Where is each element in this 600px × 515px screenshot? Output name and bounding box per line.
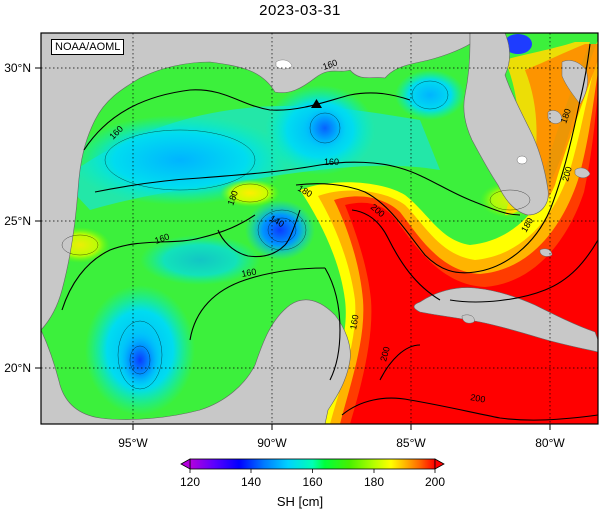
sh-contours [61,43,598,421]
contour-label: 200 [560,165,574,182]
contour-label: 160 [324,157,339,167]
land-us-coast [41,33,471,331]
land-mexico [41,299,351,424]
contour-label: 160 [348,314,360,331]
source-watermark: NOAA/AOML [51,39,125,55]
lat-tick-label: 20°N [4,361,31,375]
lon-tick-label: 80°W [535,436,565,450]
map-frame [40,32,599,425]
contour-label: 180 [225,189,240,207]
contour-label: 200 [470,392,487,404]
colorbar-tick: 140 [241,475,261,489]
graticule [41,33,598,424]
land-cuba [413,287,598,353]
contour-label: 160 [241,267,258,279]
contour-label: 160 [153,231,171,246]
contour-label: 180 [558,107,573,125]
triangle-marker-icon [311,99,322,108]
map-title: 2023-03-31 [259,2,341,19]
colorbar-tick: 200 [425,475,445,489]
land-florida [463,33,549,216]
colorbar: 120 140 160 180 200 [180,458,445,489]
contour-label: 200 [378,345,392,362]
colorbar-tick: 160 [302,475,322,489]
colorbar-tick: 120 [180,475,200,489]
lat-tick-label: 25°N [4,214,31,228]
colorbar-label: SH [cm] [276,494,324,509]
lat-tick-label: 30°N [4,61,31,75]
lon-tick-label: 95°W [118,436,148,450]
lon-tick-label: 85°W [396,436,426,450]
lon-tick-label: 90°W [257,436,287,450]
colorbar-tick: 180 [364,475,384,489]
